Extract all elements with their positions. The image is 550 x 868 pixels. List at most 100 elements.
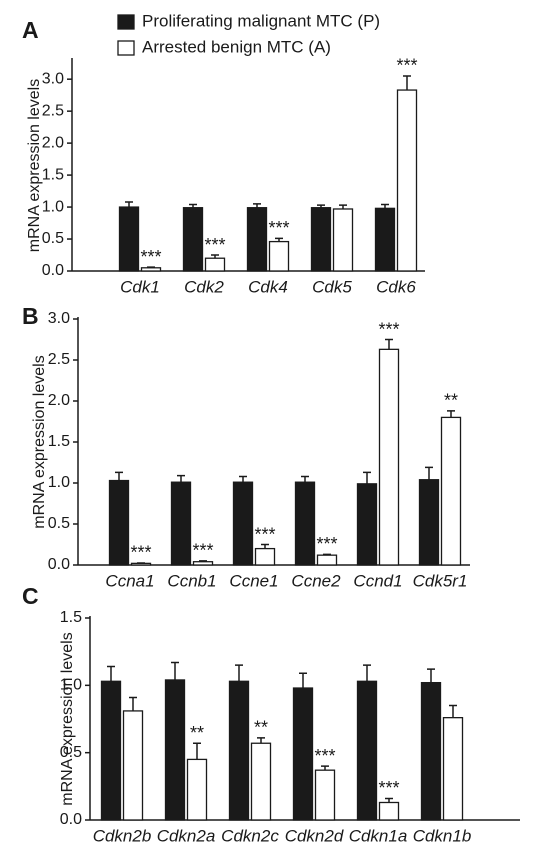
significance: *** [378,778,399,798]
bar [140,267,162,272]
bar [418,479,440,566]
bar [164,679,186,821]
bar [316,554,338,566]
error-bar [147,266,155,268]
y-tick-label: 2.0 [48,392,70,409]
significance: *** [316,534,337,554]
error-bar [363,664,371,682]
significance: *** [204,235,225,255]
bar [378,348,400,566]
x-tick-label: Ccna1 [105,571,154,590]
error-bar [447,410,455,418]
bar [440,416,462,566]
bar [182,207,204,272]
bar [294,481,316,566]
error-bar [261,543,269,549]
bar [396,89,418,272]
bar [228,680,250,821]
panel-label: A [22,17,39,43]
bar [186,758,208,821]
x-tick-label: Cdk4 [248,277,288,296]
y-tick-label: 0.5 [42,230,64,247]
y-axis-label: mRNA expression levels [26,79,43,252]
legend-label: Proliferating malignant MTC (P) [142,11,380,30]
significance: *** [396,56,417,76]
significance: *** [268,218,289,238]
bar [118,206,140,272]
bar [100,680,122,821]
x-tick-label: Ccnd1 [353,571,402,590]
legend-swatch [117,40,135,56]
bar [122,710,144,821]
error-bar [323,553,331,556]
x-tick-label: Cdk6 [376,277,416,296]
x-tick-label: Cdk5 [312,277,352,296]
x-tick-label: Ccne1 [229,571,278,590]
y-tick-label: 3.0 [42,70,64,87]
error-bar [339,204,347,209]
y-tick-label: 0.0 [42,262,64,279]
bar [314,769,336,821]
y-tick-label: 2.5 [48,351,70,368]
error-bar [199,560,207,562]
y-tick-label: 0.0 [48,556,70,573]
error-bar [235,664,243,682]
bar [310,207,332,272]
error-bar [193,742,201,760]
x-tick-label: Cdkn1a [349,826,408,845]
significance: ** [190,723,204,743]
bar [442,717,464,821]
bar [254,547,276,566]
bar [192,561,214,566]
x-tick-label: Cdkn2d [285,826,344,845]
bar [246,207,268,272]
significance: ** [254,718,268,738]
y-axis-label: mRNA expression levels [31,355,48,528]
legend-label: Arrested benign MTC (A) [142,37,331,56]
error-bar [171,661,179,680]
error-bar [385,797,393,803]
significance: *** [254,524,275,544]
y-tick-label: 1.5 [60,609,82,626]
error-bar [115,471,123,481]
error-bar [239,475,247,483]
bar [268,240,290,272]
error-bar [125,201,133,208]
panel-label: C [22,583,39,609]
significance: *** [314,746,335,766]
bar [374,207,396,272]
error-bar [253,203,261,208]
error-bar [321,765,329,771]
y-tick-label: 0.0 [60,811,82,828]
significance: *** [140,247,161,267]
y-tick-label: 1.0 [48,474,70,491]
error-bar [363,471,371,484]
bar [292,687,314,821]
significance: ** [444,391,458,411]
y-tick-label: 1.5 [42,166,64,183]
x-tick-label: Ccnb1 [167,571,216,590]
error-bar [189,203,197,208]
error-bar [129,696,137,711]
x-tick-label: Cdk1 [120,277,160,296]
error-bar [427,668,435,683]
significance: *** [130,543,151,563]
error-bar [301,475,309,483]
error-bar [425,466,433,480]
y-tick-label: 2.5 [42,102,64,119]
bar [204,257,226,272]
bar [332,208,354,272]
error-bar [381,203,389,209]
error-bar [257,737,265,744]
x-tick-label: Cdkn2b [93,826,152,845]
significance: *** [378,319,399,339]
error-bar [107,665,115,682]
bar [378,801,400,821]
x-tick-label: Cdk2 [184,277,224,296]
error-bar [299,672,307,689]
y-tick-label: 3.0 [48,310,70,327]
y-axis-label: mRNA expression levels [59,632,76,805]
error-bar [211,254,219,259]
error-bar [177,474,185,483]
bar [420,681,442,821]
